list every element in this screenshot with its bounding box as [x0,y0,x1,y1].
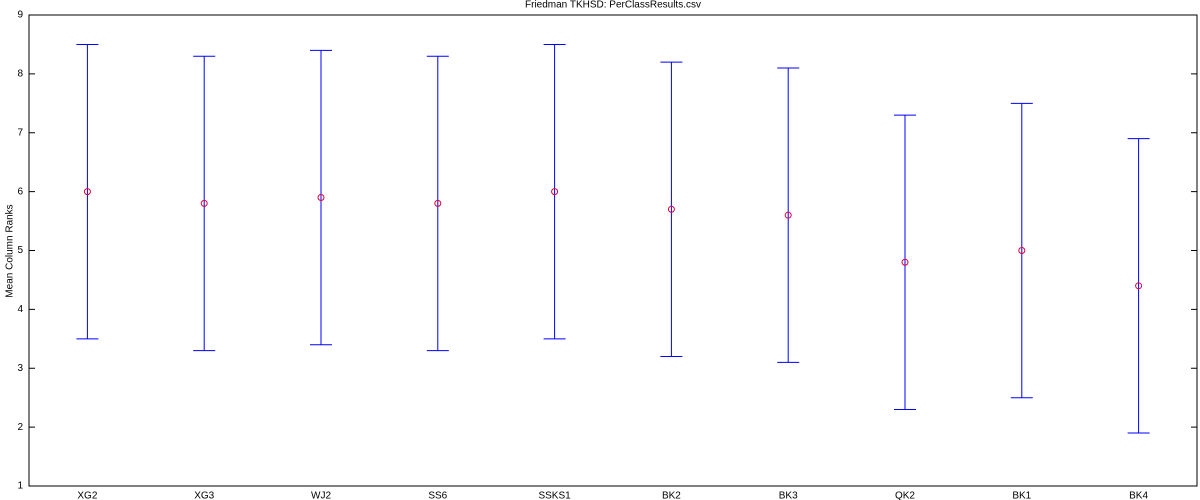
mean-marker [1018,247,1026,254]
error-bar [310,49,332,346]
error-bar [777,67,800,363]
x-tick-label: XG3 [194,491,214,500]
x-tick-label: XG2 [77,491,97,500]
mean-marker [667,205,675,213]
error-bar [894,114,916,410]
error-bar [193,55,216,352]
y-tick-label: 5 [17,245,23,256]
x-tick-label: BK1 [1012,491,1031,500]
x-tick-label: QK2 [895,491,915,500]
y-tick-label: 3 [17,363,23,374]
mean-marker [784,211,792,219]
mean-marker [434,199,442,207]
x-tick-label: WJ2 [311,491,331,500]
x-tick-label: SS6 [428,491,447,500]
error-bar [426,55,449,352]
y-tick-label: 1 [17,481,23,492]
y-tick-label: 7 [17,127,23,138]
x-tick-label: BK2 [662,491,681,500]
mean-marker [317,194,325,202]
error-bar [543,43,566,340]
x-tick-label: BK3 [779,491,798,500]
x-tick-label: BK4 [1129,491,1148,500]
y-tick-label: 8 [17,69,23,80]
error-bar [660,61,683,357]
x-tick-label: SSKS1 [538,491,571,500]
error-bar [76,43,99,340]
y-tick-label: 6 [17,186,23,197]
mean-marker [901,258,909,266]
mean-marker [83,188,91,196]
y-tick-label: 4 [17,304,23,315]
mean-marker [200,199,208,207]
y-axis-label: Mean Column Ranks [5,204,16,297]
y-tick-label: 9 [17,10,23,21]
y-tick-label: 2 [17,422,23,433]
error-bar [1127,138,1150,434]
mean-marker [1135,282,1143,290]
chart-title: Friedman TKHSD: PerClassResults.csv [525,0,701,11]
error-bar [1010,102,1033,399]
mean-marker [551,188,559,196]
